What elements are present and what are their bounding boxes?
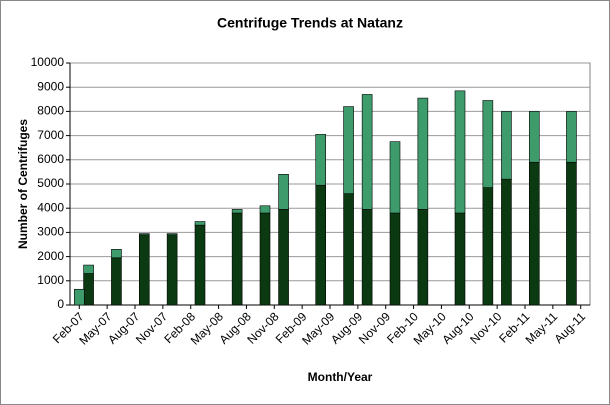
bar-segment <box>528 111 540 163</box>
bar-segment <box>138 234 150 306</box>
y-tick-label: 5000 <box>37 176 64 190</box>
bar-segment <box>83 273 94 306</box>
y-tick-label: 7000 <box>37 128 64 142</box>
bar-segment <box>194 221 206 226</box>
bar-segment <box>278 209 289 306</box>
y-tick-label: 1000 <box>37 273 64 287</box>
bar-segment <box>278 174 289 210</box>
bar-segment <box>83 264 94 274</box>
bar-segment <box>73 288 85 306</box>
bar-segment <box>343 193 354 306</box>
bar-segment <box>566 111 577 163</box>
y-tick-label: 10000 <box>31 55 65 69</box>
bar-segment <box>417 209 429 306</box>
y-tick-label: 0 <box>57 297 64 311</box>
bar-segment <box>231 209 243 214</box>
y-tick-label: 8000 <box>37 104 64 118</box>
bar-segment <box>194 224 206 306</box>
bar-segment <box>166 233 178 236</box>
bar-segment <box>361 94 373 210</box>
bar-segment <box>501 111 512 180</box>
bar-segment <box>138 233 150 236</box>
x-axis-label: Month/Year <box>308 370 373 384</box>
bar-segment <box>361 209 373 306</box>
bar-segment <box>482 187 494 306</box>
bar-segment <box>482 100 494 188</box>
y-tick-label: 4000 <box>37 200 64 214</box>
bar-segment <box>259 212 271 306</box>
bar-segment <box>501 178 512 306</box>
y-tick-label: 2000 <box>37 249 64 263</box>
y-tick-label: 9000 <box>37 79 64 93</box>
bar-segment <box>528 161 540 306</box>
bar-segment <box>315 134 327 186</box>
bar-segment <box>166 234 178 306</box>
y-tick-label: 3000 <box>37 225 64 239</box>
chart-title: Centrifuge Trends at Natanz <box>217 15 403 31</box>
bar-segment <box>389 212 401 306</box>
bar-segment <box>111 249 122 259</box>
bar-segment <box>454 212 466 306</box>
bar-segment <box>231 212 243 306</box>
bar-segment <box>111 257 122 306</box>
bar-segment <box>417 97 429 210</box>
y-axis-label: Number of Centrifuges <box>16 119 30 249</box>
bar-segment <box>343 106 354 194</box>
y-tick-label: 6000 <box>37 152 64 166</box>
bar-segment <box>389 141 401 214</box>
bar-segment <box>454 90 466 214</box>
bar-segment <box>315 184 327 306</box>
bar-segment <box>259 205 271 214</box>
bar-segment <box>566 161 577 306</box>
